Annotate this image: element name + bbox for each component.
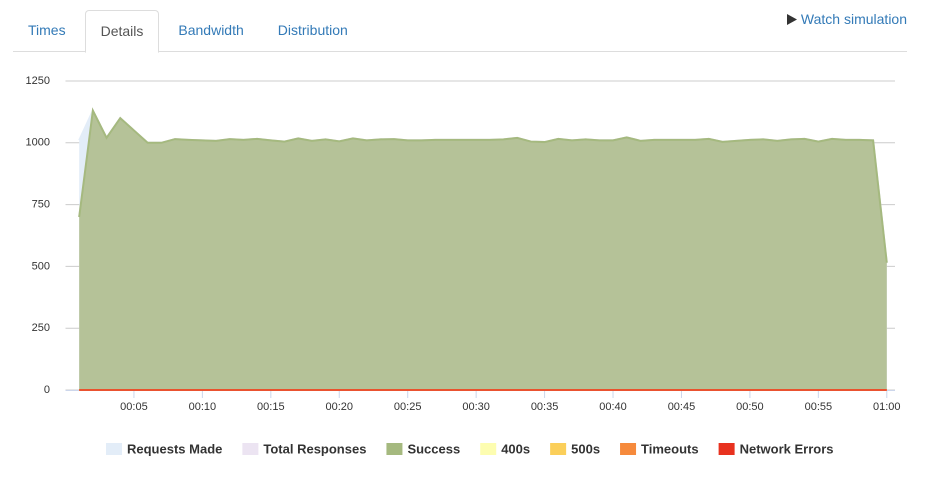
legend-swatch	[718, 443, 735, 455]
play-icon	[786, 14, 797, 25]
x-tick-label: 00:25	[394, 401, 422, 413]
x-tick-label: 00:20	[325, 401, 353, 413]
legend-label: Total Responses	[263, 441, 366, 456]
legend-label: Requests Made	[127, 441, 222, 456]
x-tick-label: 00:50	[736, 401, 764, 413]
y-tick-label: 1250	[26, 75, 50, 87]
tab[interactable]: Bandwidth	[178, 22, 244, 38]
watch-label[interactable]: Watch simulation	[800, 11, 907, 27]
legend-swatch	[242, 443, 259, 455]
x-tick-label: 00:35	[531, 401, 559, 413]
legend-swatch	[550, 443, 567, 455]
y-tick-label: 1000	[26, 137, 50, 149]
legend-label: Network Errors	[740, 441, 834, 456]
y-tick-label: 750	[32, 199, 50, 211]
legend-label: Timeouts	[641, 441, 699, 456]
tab[interactable]: Details	[84, 10, 160, 53]
area-fill	[79, 110, 887, 390]
legend-swatch	[386, 443, 403, 455]
x-tick-label: 00:05	[120, 401, 148, 413]
legend-swatch	[620, 443, 637, 455]
series-line	[78, 107, 888, 263]
x-tick-label: 00:10	[189, 401, 217, 413]
x-tick-label: 00:45	[668, 401, 696, 413]
x-tick-label: 01:00	[873, 401, 901, 413]
legend-label: Success	[407, 441, 460, 456]
legend-label: 500s	[571, 441, 600, 456]
x-tick-label: 00:15	[257, 401, 285, 413]
x-tick-label: 00:30	[462, 401, 490, 413]
y-tick-label: 0	[44, 384, 50, 396]
x-tick-label: 00:55	[805, 401, 833, 413]
tab-bar: Times Details Bandwidth Distribution	[13, 10, 907, 53]
legend-swatch	[106, 443, 122, 455]
legend-label: 400s	[501, 441, 530, 456]
y-tick-label: 500	[32, 260, 50, 272]
legend-swatch	[480, 443, 497, 455]
tab[interactable]: Times	[28, 22, 66, 38]
x-tick-label: 00:40	[599, 401, 627, 413]
tab[interactable]: Distribution	[277, 22, 348, 38]
y-tick-label: 250	[32, 322, 50, 334]
watch-simulation-link[interactable]: Watch simulation	[786, 11, 907, 27]
